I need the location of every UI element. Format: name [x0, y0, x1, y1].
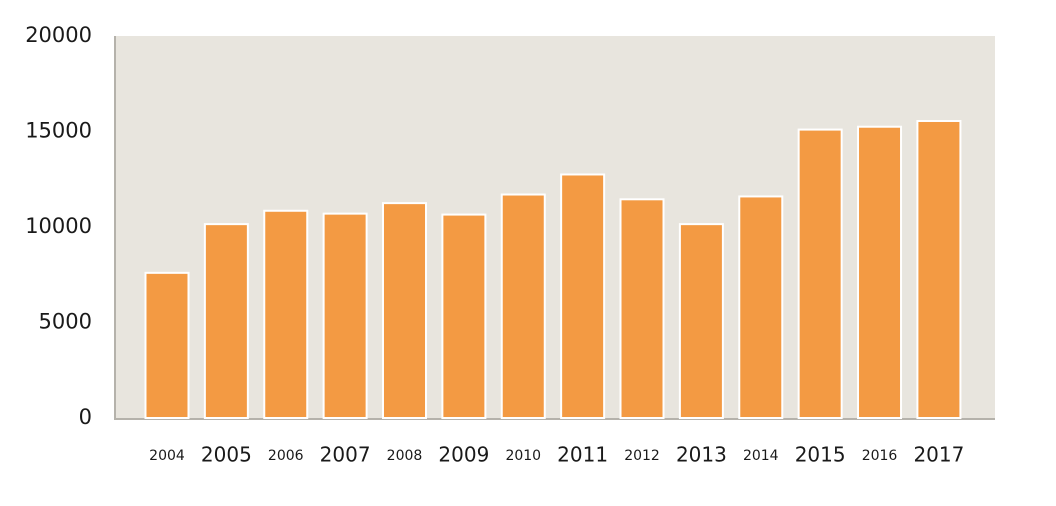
bar: [500, 193, 546, 419]
x-tick-label: 2004: [149, 448, 185, 464]
bar: [797, 128, 843, 419]
y-tick-label: 15000: [25, 119, 92, 143]
plot-background: [115, 36, 995, 418]
bar: [144, 271, 190, 419]
x-tick-label: 2009: [438, 443, 489, 467]
y-tick-label: 20000: [25, 23, 92, 47]
y-tick-label: 0: [79, 405, 92, 429]
x-tick-label: 2014: [743, 448, 779, 464]
bar: [263, 209, 309, 419]
bar: [560, 173, 606, 419]
x-tick-label: 2006: [268, 448, 304, 464]
x-tick-label: 2007: [320, 443, 371, 467]
x-tick-label: 2010: [505, 448, 541, 464]
x-tick-label: 2005: [201, 443, 252, 467]
x-tick-label: 2011: [557, 443, 608, 467]
x-tick-label: 2017: [913, 443, 964, 467]
bar: [916, 119, 962, 420]
x-tick-label: 2013: [676, 443, 727, 467]
bar: [678, 223, 724, 419]
bar: [322, 212, 368, 419]
x-tick-label: 2015: [795, 443, 846, 467]
bar: [619, 198, 665, 419]
bar: [857, 125, 903, 419]
y-tick-label: 5000: [39, 310, 92, 334]
y-tick-label: 10000: [25, 214, 92, 238]
bar: [382, 202, 428, 419]
bar: [441, 213, 487, 419]
bar: [203, 223, 249, 419]
x-tick-label: 2012: [624, 448, 660, 464]
x-tick-label: 2016: [862, 448, 898, 464]
x-tick-label: 2008: [387, 448, 423, 464]
bar: [738, 195, 784, 419]
